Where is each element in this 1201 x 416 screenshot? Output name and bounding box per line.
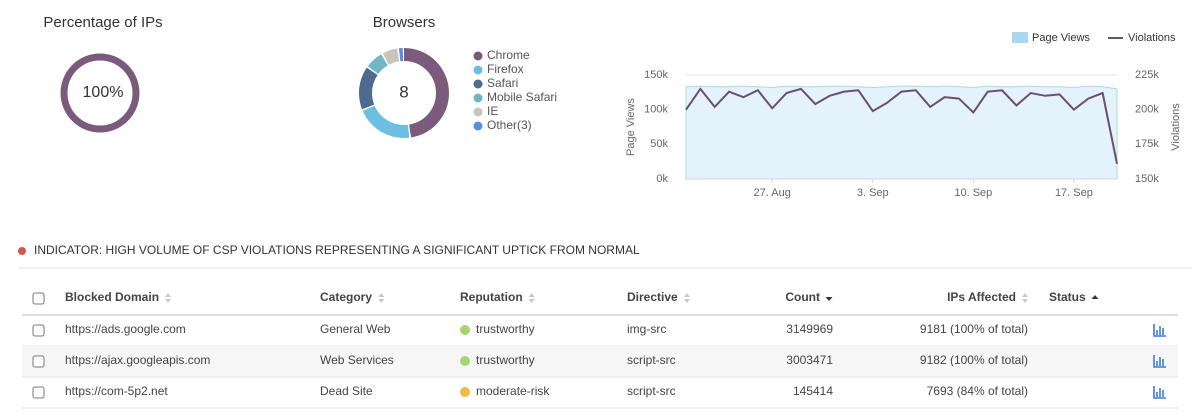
y-tick-label: 150k bbox=[644, 69, 668, 81]
x-tick-label: 3. Sep bbox=[857, 187, 889, 199]
donut-slice bbox=[60, 53, 140, 133]
directive: img-src bbox=[627, 322, 666, 336]
legend-label: IE bbox=[487, 104, 498, 118]
checkbox[interactable] bbox=[32, 386, 45, 399]
legend-label: Page Views bbox=[1032, 32, 1090, 44]
sort-arrow bbox=[165, 293, 172, 303]
legend-swatch bbox=[473, 93, 483, 103]
center-label: 100% bbox=[83, 84, 124, 101]
chart-title: Percentage of IPs bbox=[43, 14, 162, 31]
y2-tick-label: 175k bbox=[1135, 138, 1159, 150]
sort-arrow bbox=[528, 293, 535, 303]
reputation-dot bbox=[460, 387, 470, 397]
sort-arrow bbox=[684, 293, 691, 303]
y-tick-label: 50k bbox=[650, 138, 668, 150]
checkbox[interactable] bbox=[32, 324, 45, 337]
area bbox=[685, 85, 1118, 180]
reputation: trustworthy bbox=[476, 322, 535, 336]
line bbox=[685, 87, 1118, 164]
sort-arrow bbox=[825, 297, 833, 301]
sort-arrow bbox=[1022, 293, 1028, 303]
legend-label: Chrome bbox=[487, 48, 530, 62]
checkbox[interactable] bbox=[32, 292, 45, 305]
ips-affected: 9182 (100% of total) bbox=[920, 353, 1028, 367]
legend-label: Mobile Safari bbox=[487, 90, 557, 104]
ips-affected: 7693 (84% of total) bbox=[927, 384, 1028, 398]
category: Web Services bbox=[320, 353, 394, 367]
legend-label: Firefox bbox=[487, 62, 524, 76]
legend-swatch bbox=[473, 51, 483, 61]
column-header[interactable]: Status bbox=[1049, 290, 1086, 304]
legend-swatch bbox=[1012, 32, 1028, 43]
column-header[interactable]: Count bbox=[785, 290, 820, 304]
category: General Web bbox=[320, 322, 391, 336]
indicator-dot bbox=[18, 247, 26, 255]
column-header[interactable]: Directive bbox=[627, 290, 678, 304]
reputation: moderate-risk bbox=[476, 384, 550, 398]
domain: https://ajax.googleapis.com bbox=[65, 353, 210, 367]
legend-swatch bbox=[473, 121, 483, 131]
sort-arrow bbox=[378, 293, 385, 303]
indicator-text: INDICATOR: HIGH VOLUME OF CSP VIOLATIONS… bbox=[34, 243, 640, 257]
legend-label: Other(3) bbox=[487, 118, 532, 132]
reputation: trustworthy bbox=[476, 353, 535, 367]
status-icon[interactable] bbox=[1153, 386, 1166, 399]
y2-tick-label: 225k bbox=[1135, 69, 1159, 81]
column-header[interactable]: Blocked Domain bbox=[65, 290, 159, 304]
legend-swatch bbox=[473, 107, 483, 117]
center-label: 8 bbox=[399, 82, 408, 101]
x-tick-label: 17. Sep bbox=[1055, 187, 1093, 199]
donut-slice bbox=[359, 48, 449, 138]
column-header[interactable]: Reputation bbox=[460, 290, 523, 304]
reputation-dot bbox=[460, 356, 470, 366]
donut-slice bbox=[359, 48, 449, 138]
y2-tick-label: 150k bbox=[1135, 173, 1159, 185]
y2-tick-label: 200k bbox=[1135, 104, 1159, 116]
chart-title: Browsers bbox=[373, 14, 436, 31]
reputation-dot bbox=[460, 325, 470, 335]
domain: https://com-5p2.net bbox=[65, 384, 168, 398]
checkbox[interactable] bbox=[32, 355, 45, 368]
directive: script-src bbox=[627, 384, 676, 398]
domain: https://ads.google.com bbox=[65, 322, 186, 336]
count: 145414 bbox=[793, 384, 833, 398]
sort-arrow bbox=[1091, 295, 1099, 299]
y-tick-label: 0k bbox=[656, 173, 668, 185]
column-header[interactable]: Category bbox=[320, 290, 372, 304]
x-tick-label: 27. Aug bbox=[754, 187, 791, 199]
donut-slice bbox=[359, 48, 449, 138]
count: 3149969 bbox=[786, 322, 833, 336]
y-tick-label: 100k bbox=[644, 104, 668, 116]
y-axis-title: Page Views bbox=[625, 98, 637, 156]
y2-axis-title: Violations bbox=[1170, 103, 1182, 151]
ips-affected: 9181 (100% of total) bbox=[920, 322, 1028, 336]
status-icon[interactable] bbox=[1153, 324, 1166, 337]
status-icon[interactable] bbox=[1153, 355, 1166, 368]
legend-swatch bbox=[473, 65, 483, 75]
category: Dead Site bbox=[320, 384, 373, 398]
legend-swatch bbox=[473, 79, 483, 89]
legend-label: Safari bbox=[487, 76, 518, 90]
legend-label: Violations bbox=[1128, 32, 1176, 44]
count: 3003471 bbox=[786, 353, 833, 367]
column-header[interactable]: IPs Affected bbox=[947, 290, 1016, 304]
directive: script-src bbox=[627, 353, 676, 367]
row-shade bbox=[22, 346, 1178, 377]
x-tick-label: 10. Sep bbox=[954, 187, 992, 199]
